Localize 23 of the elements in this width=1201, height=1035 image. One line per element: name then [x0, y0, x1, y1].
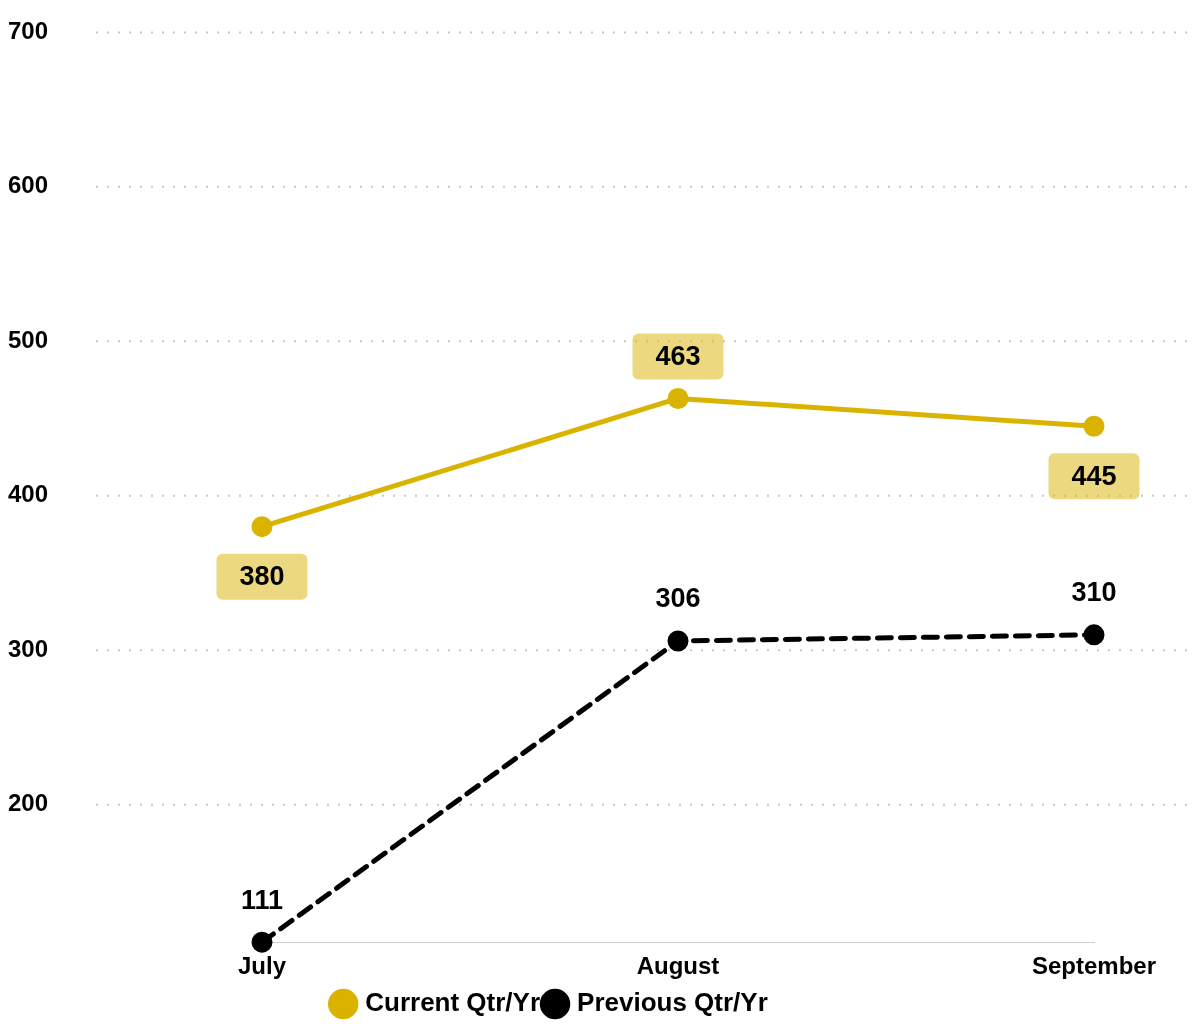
x-tick-label: September [1031, 952, 1157, 980]
data-label: 111 [240, 884, 284, 915]
point [667, 387, 689, 409]
point [667, 630, 689, 652]
y-tick-label: 300 [8, 634, 49, 662]
point [1083, 624, 1105, 646]
legend-label: Previous Qtr/Yr [577, 987, 768, 1018]
data-label: 310 [1071, 577, 1117, 608]
x-tick-label: August [636, 952, 720, 980]
x-tick-label: July [237, 952, 287, 980]
legend-label: Current Qtr/Yr [365, 987, 541, 1018]
data-label: 463 [655, 340, 701, 371]
data-label: 380 [239, 561, 285, 592]
point [251, 931, 273, 953]
point [251, 516, 273, 538]
y-tick-label: 600 [8, 171, 49, 199]
y-tick-label: 200 [8, 789, 49, 817]
data-label: 306 [655, 583, 701, 614]
data-label: 445 [1071, 460, 1117, 491]
y-tick-label: 700 [8, 17, 49, 45]
y-tick-label: 400 [8, 480, 49, 508]
y-tick-label: 500 [8, 325, 49, 353]
point [1083, 415, 1105, 437]
